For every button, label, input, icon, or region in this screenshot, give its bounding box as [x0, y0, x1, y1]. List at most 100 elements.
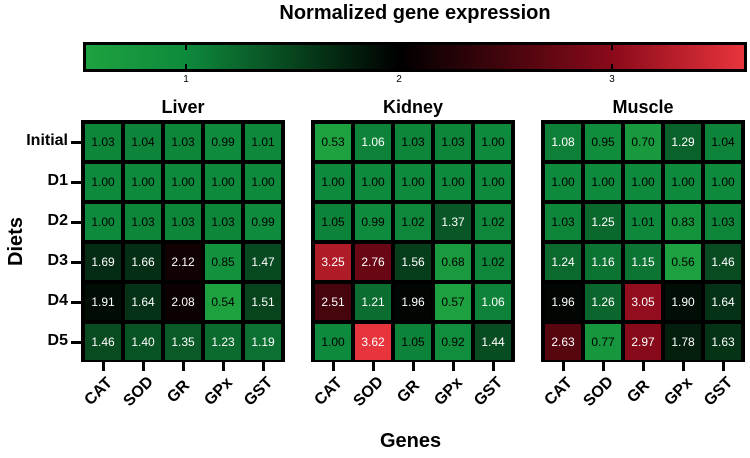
heatmap-cell: 1.04 [123, 122, 163, 162]
heatmap-cell: 1.00 [663, 162, 703, 202]
x-tick [102, 362, 105, 371]
heatmap-cell: 1.25 [583, 202, 623, 242]
heatmap-cell: 1.00 [353, 162, 393, 202]
y-tick-label: D2 [47, 212, 68, 229]
heatmap-cell: 1.00 [623, 162, 663, 202]
heatmap-cell: 1.51 [243, 282, 283, 322]
heatmap-cell: 1.00 [433, 162, 473, 202]
heatmap-cell: 1.03 [163, 122, 203, 162]
colorbar-tick [185, 42, 188, 72]
heatmap-cell: 1.02 [473, 202, 513, 242]
y-tick [71, 221, 81, 224]
heatmap-cell: 0.99 [203, 122, 243, 162]
heatmap-cell: 1.03 [433, 122, 473, 162]
heatmap-cell: 1.00 [163, 162, 203, 202]
y-tick [71, 261, 81, 264]
x-tick-label: GR [394, 377, 424, 407]
heatmap-cell: 3.05 [623, 282, 663, 322]
heatmap-cell: 1.44 [473, 322, 513, 362]
x-tick [412, 362, 415, 371]
heatmap-cell: 1.03 [393, 122, 433, 162]
x-tick-label: GST [701, 374, 737, 410]
colorbar [83, 42, 747, 72]
heatmap-cell: 1.03 [83, 122, 123, 162]
heatmap-cell: 1.37 [433, 202, 473, 242]
y-tick-label: D4 [47, 292, 68, 309]
x-tick-label: GR [624, 377, 654, 407]
heatmap-cell: 1.35 [163, 322, 203, 362]
heatmap-cell: 1.23 [203, 322, 243, 362]
heatmap-cell: 1.00 [83, 202, 123, 242]
heatmap-cell: 1.02 [473, 242, 513, 282]
panel-title: Liver [161, 97, 205, 117]
heatmap-cell: 1.66 [123, 242, 163, 282]
heatmap-cell: 1.00 [313, 322, 353, 362]
y-tick-label: D3 [47, 252, 68, 269]
heatmap-cell: 2.63 [543, 322, 583, 362]
y-tick-label: D1 [47, 172, 68, 189]
colorbar-tick-label: 2 [396, 74, 402, 85]
heatmap-cell: 1.24 [543, 242, 583, 282]
heatmap-cell: 1.46 [83, 322, 123, 362]
heatmap-cell: 3.62 [353, 322, 393, 362]
x-tick [562, 362, 565, 371]
y-tick [71, 141, 81, 144]
panel-title: Muscle [612, 97, 674, 117]
heatmap-cell: 1.78 [663, 322, 703, 362]
heatmap-cell: 1.96 [543, 282, 583, 322]
y-tick-label: D5 [47, 332, 68, 349]
x-tick [602, 362, 605, 371]
heatmap-cell: 1.96 [393, 282, 433, 322]
x-tick [682, 362, 685, 371]
heatmap-cell: 0.83 [663, 202, 703, 242]
heatmap-cell: 2.12 [163, 242, 203, 282]
heatmap-cell: 3.25 [313, 242, 353, 282]
y-tick-label: Initial [26, 132, 68, 149]
x-tick [262, 362, 265, 371]
heatmap-cell: 2.08 [163, 282, 203, 322]
x-tick [372, 362, 375, 371]
heatmap-cell: 1.03 [203, 202, 243, 242]
heatmap-cell: 0.56 [663, 242, 703, 282]
heatmap-cell: 2.76 [353, 242, 393, 282]
heatmap-cell: 0.99 [243, 202, 283, 242]
heatmap-cell: 1.03 [543, 202, 583, 242]
heatmap-cell: 1.06 [353, 122, 393, 162]
x-axis-label: Genes [380, 430, 442, 452]
heatmap-cell: 0.54 [203, 282, 243, 322]
heatmap-cell: 1.69 [83, 242, 123, 282]
heatmap-cell: 0.92 [433, 322, 473, 362]
heatmap-cell: 1.15 [623, 242, 663, 282]
heatmap-cell: 1.08 [543, 122, 583, 162]
x-tick-label: CAT [541, 374, 576, 409]
heatmap-cell: 1.56 [393, 242, 433, 282]
heatmap-cell: 1.29 [663, 122, 703, 162]
heatmap-cell: 1.03 [163, 202, 203, 242]
heatmap-cell: 1.00 [313, 162, 353, 202]
colorbar-tick-label: 3 [609, 74, 615, 85]
heatmap-cell: 2.97 [623, 322, 663, 362]
heatmap-cell: 0.77 [583, 322, 623, 362]
y-tick [71, 301, 81, 304]
heatmap-cell: 1.00 [473, 162, 513, 202]
x-tick [722, 362, 725, 371]
heatmap-cell: 0.68 [433, 242, 473, 282]
x-tick-label: SOD [350, 373, 387, 410]
heatmap-cell: 1.40 [123, 322, 163, 362]
heatmap-cell: 1.16 [583, 242, 623, 282]
panel-title: Kidney [382, 97, 444, 117]
heatmap-cell: 1.05 [393, 322, 433, 362]
heatmap-cell: 1.06 [473, 282, 513, 322]
x-tick [222, 362, 225, 371]
heatmap-cell: 1.00 [83, 162, 123, 202]
heatmap-cell: 0.99 [353, 202, 393, 242]
x-tick [332, 362, 335, 371]
heatmap-cell: 1.00 [123, 162, 163, 202]
x-tick-label: CAT [81, 374, 116, 409]
x-tick [492, 362, 495, 371]
colorbar-tick [398, 42, 401, 72]
x-tick [142, 362, 145, 371]
x-tick-label: GST [471, 374, 507, 410]
heatmap-cell: 1.00 [703, 162, 743, 202]
heatmap-cell: 1.00 [543, 162, 583, 202]
